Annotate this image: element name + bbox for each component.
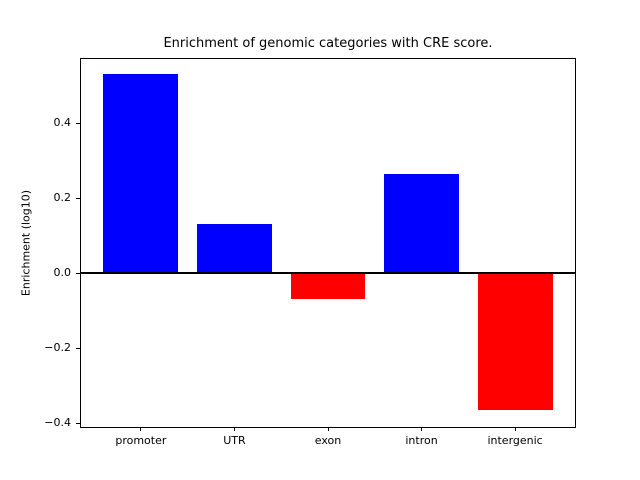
x-tick-label-intergenic: intergenic [487,434,543,447]
x-tick-mark [327,427,329,431]
y-tick-label: 0.0 [53,266,72,280]
zero-line [81,272,575,275]
x-tick-mark [421,427,423,431]
y-axis-label: Enrichment (log10) [19,189,33,297]
x-tick-label-UTR: UTR [223,434,246,447]
y-tick-mark [76,348,80,349]
chart-title: Enrichment of genomic categories with CR… [163,36,493,51]
bar-UTR [197,224,272,274]
axes: −0.4 −0.2 0.0 0.2 0.4 promoter UTR exon intron in… [44,58,576,447]
x-tick-mark [514,427,516,431]
x-tick-label-promoter: promoter [115,434,167,447]
x-tick-mark [140,427,142,431]
bar-intergenic [477,273,553,411]
bar-promoter [103,74,179,274]
y-tick-label: 0.4 [53,115,72,129]
x-tick-label-exon: exon [314,434,342,447]
bar-intron [384,173,459,274]
x-tick-label-intron: intron [405,434,438,447]
y-tick-mark [76,123,80,124]
y-tick-mark [76,273,80,274]
x-tick-mark [233,427,235,431]
bar-exon [290,273,366,300]
y-tick-mark [76,423,80,424]
y-tick-label: −0.4 [44,416,71,430]
y-tick-label: −0.2 [44,341,71,355]
y-tick-label: 0.2 [53,190,72,204]
y-tick-mark [76,198,80,199]
